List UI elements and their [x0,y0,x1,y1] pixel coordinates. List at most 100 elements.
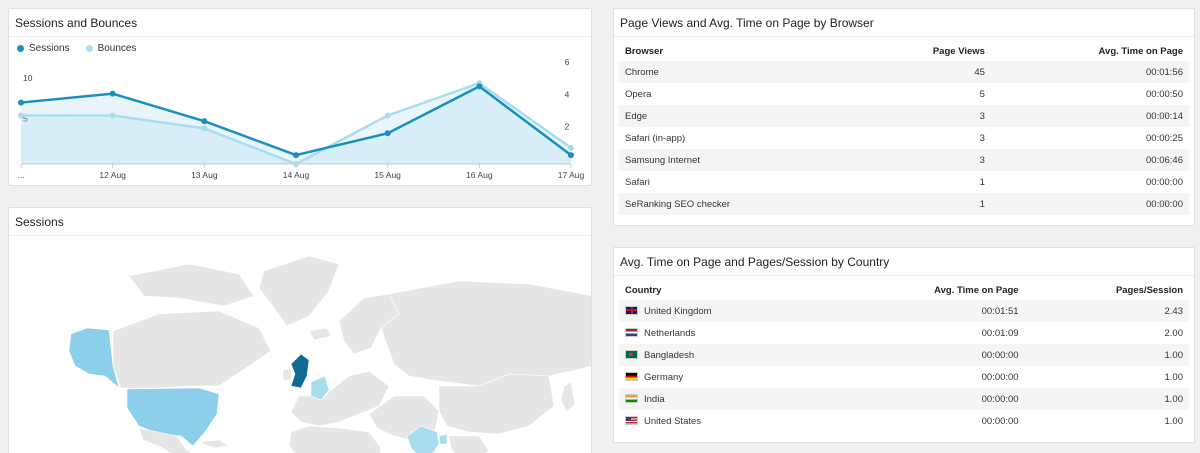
map-japan[interactable] [560,381,576,413]
sessions-point [476,83,483,90]
sessions-map-title: Sessions [9,208,591,236]
map-mexico[interactable] [138,427,197,453]
browser-name: Safari (in-app) [625,132,686,144]
sessions-bounces-chart: ... 12 Aug 13 Aug 14 Aug 15 Aug 16 Aug 17 Aug 1… [17,57,585,180]
bounces-point [109,112,116,119]
in-flag-icon [625,393,638,403]
sessions-point [18,99,24,106]
browser-name: Safari [625,176,650,188]
sessions-dot-icon [17,45,24,52]
y-left-tick-label: 10 [23,73,33,83]
column-header-country[interactable]: Country [625,284,662,296]
column-header-avg-time[interactable]: Avg. Time on Page [934,284,1019,296]
sessions-point [201,118,208,125]
map-germany[interactable] [310,375,330,401]
x-tick-label: 15 Aug [374,170,401,180]
page-views: 1 [979,176,985,188]
avg-time: 00:00:25 [1146,132,1183,144]
pages-session: 2.43 [1024,300,1189,322]
page-views: 45 [859,61,991,83]
page-views: 5 [979,88,985,100]
bounces-point [18,112,24,119]
legend-item-bounces[interactable]: Bounces [85,43,137,54]
avg-time: 00:01:51 [824,300,1025,322]
avg-time: 00:01:56 [990,61,1189,83]
browser-table: Browser Page Views Avg. Time on Page Chr… [619,41,1189,215]
page-views: 1 [859,193,991,215]
pages-session: 1.00 [1024,344,1189,366]
browser-name: SeRanking SEO checker [619,193,860,215]
bd-flag-icon [625,349,638,359]
country-table: Country Avg. Time on Page Pages/Session … [619,280,1189,432]
bounces-point [384,112,391,119]
pages-session: 1.00 [1024,388,1189,410]
avg-time: 00:00:00 [981,415,1019,427]
avg-time: 00:00:00 [990,193,1189,215]
avg-time: 00:06:46 [990,149,1189,171]
map-africa[interactable] [288,425,382,453]
x-tick-label: 17 Aug [558,170,585,180]
sessions-map-card: Sessions [8,207,592,453]
browser-name: Chrome [619,61,860,83]
avg-time: 00:00:50 [1146,88,1183,100]
avg-time: 00:01:09 [981,327,1019,339]
y-right-tick-label: 4 [565,89,570,99]
country-name: Bangladesh [644,349,695,361]
bounces-dot-icon [85,45,93,52]
avg-time: 00:00:14 [990,105,1189,127]
y-right-tick-label: 2 [565,122,570,132]
avg-time: 00:00:00 [1146,176,1183,188]
map-united-kingdom[interactable] [290,353,310,389]
map-canada-arctic[interactable] [128,263,255,307]
map-caribbean[interactable] [198,439,230,449]
y-left-tick-label: 5 [23,114,28,124]
table-row: SeRanking SEO checker 1 00:00:00 [619,193,1189,215]
table-row: Samsung Internet 3 00:06:46 [619,149,1189,171]
column-header-pages-session[interactable]: Pages/Session [1115,284,1183,296]
sessions-point [109,90,116,97]
world-map[interactable] [9,236,592,453]
sessions-point [293,152,299,159]
country-name: United Kingdom [644,305,712,317]
map-bangladesh[interactable] [438,433,448,445]
browser-name: Opera [625,88,652,100]
bounces-point [201,125,208,132]
map-iceland[interactable] [308,327,332,341]
map-india[interactable] [406,425,440,453]
page-views: 3 [979,132,985,144]
map-alaska[interactable] [68,327,120,389]
map-china[interactable] [438,373,555,435]
map-canada[interactable] [112,310,272,389]
avg-time: 00:00:00 [824,388,1025,410]
country-table-card: Avg. Time on Page and Pages/Session by C… [613,247,1195,443]
x-tick-label: 16 Aug [466,170,493,180]
column-header-browser[interactable]: Browser [625,45,664,57]
column-header-avg-time[interactable]: Avg. Time on Page [1098,45,1183,57]
map-europe[interactable] [290,370,390,427]
browser-table-card: Page Views and Avg. Time on Page by Brow… [613,8,1195,226]
x-tick-label: 14 Aug [283,170,310,180]
table-header-row: Country Avg. Time on Page Pages/Session [619,280,1189,300]
map-russia[interactable] [380,280,592,387]
de-flag-icon [625,371,638,381]
map-greenland[interactable] [258,255,340,327]
table-row: Bangladesh 00:00:00 1.00 [619,344,1189,366]
table-header-row: Browser Page Views Avg. Time on Page [619,41,1189,61]
bounces-point [293,161,299,167]
map-southeast-asia[interactable] [448,435,490,453]
avg-time: 00:00:00 [824,344,1025,366]
table-row: India 00:00:00 1.00 [619,388,1189,410]
avg-time: 00:00:00 [981,371,1019,383]
map-ireland[interactable] [282,367,292,381]
browser-name: Edge [619,105,860,127]
map-united-states[interactable] [126,387,220,447]
column-header-page-views[interactable]: Page Views [932,45,985,57]
pages-session: 1.00 [1164,371,1184,383]
sessions-bounces-card: Sessions and Bounces Sessions Bounces ..… [8,8,592,186]
country-name: India [644,393,665,405]
table-row: Opera 5 00:00:50 [619,83,1189,105]
page-views: 3 [859,105,991,127]
table-row: Chrome 45 00:01:56 [619,61,1189,83]
legend-item-sessions[interactable]: Sessions [17,43,70,54]
table-row: Edge 3 00:00:14 [619,105,1189,127]
